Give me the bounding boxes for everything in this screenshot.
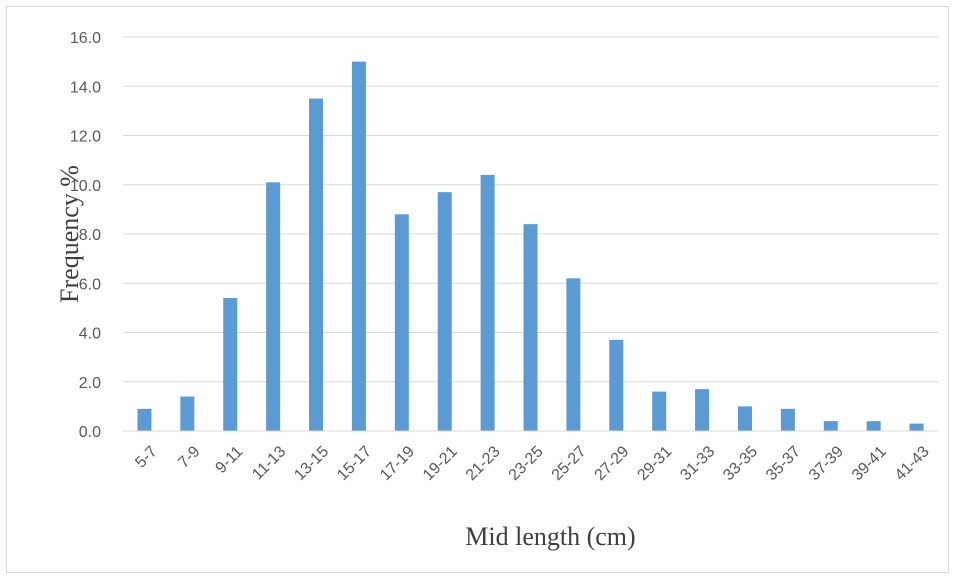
bar-21-23 [480,174,495,431]
x-tick-label: 23-25 [506,443,547,484]
x-tick-label: 37-39 [806,443,847,484]
x-tick-label: 7-9 [175,443,203,471]
bar-41-43 [909,423,924,431]
x-tick-label: 29-31 [634,443,675,484]
chart-frame [6,6,949,573]
x-tick-label: 9-11 [213,443,247,477]
y-tick-label: 6.0 [79,276,101,293]
x-axis-ticks: 5-7 7-9 9-11 11-13 13-15 15-17 17-19 19-21 21-23… [132,443,933,484]
gridlines [123,36,938,383]
bar-29-31 [652,391,667,431]
bar-37-39 [823,421,838,431]
bar-23-25 [523,224,538,431]
x-tick-label: 27-29 [592,443,633,484]
bar-5-7 [137,408,152,431]
bar-7-9 [180,396,195,431]
x-tick-label: 13-15 [291,443,332,484]
y-tick-label: 4.0 [79,326,101,343]
x-axis-title: Mid length (cm) [465,522,635,551]
bar-33-35 [737,406,752,431]
y-tick-label: 10.0 [70,178,101,195]
bar-27-29 [609,339,624,431]
x-tick-label: 35-37 [763,443,804,484]
bar-9-11 [223,298,238,431]
x-tick-label: 25-27 [549,443,590,484]
x-tick-label: 31-33 [677,443,718,484]
bar-15-17 [351,61,366,431]
y-tick-label: 0.0 [79,424,101,441]
bar-31-33 [695,389,710,431]
bar-11-13 [266,182,281,431]
x-tick-label: 11-13 [249,443,289,483]
x-tick-label: 33-35 [720,443,761,484]
y-tick-label: 14.0 [70,79,101,96]
x-tick-label: 19-21 [420,443,461,484]
y-tick-label: 16.0 [70,30,101,47]
y-tick-label: 2.0 [79,375,101,392]
bars [137,61,924,431]
bar-13-15 [309,98,324,431]
y-tick-label: 12.0 [70,129,101,146]
bar-35-37 [780,408,795,431]
y-axis-title: Frequency % [55,165,84,303]
bar-17-19 [394,214,409,431]
x-tick-label: 39-41 [849,443,890,484]
x-tick-label: 5-7 [132,443,160,471]
y-tick-label: 8.0 [79,227,101,244]
bar-25-27 [566,278,581,431]
x-tick-label: 41-43 [892,443,933,484]
bar-39-41 [866,421,881,431]
bar-19-21 [437,192,452,431]
x-tick-label: 17-19 [377,443,418,484]
y-axis-ticks: 0.0 2.0 4.0 6.0 8.0 10.0 12.0 14.0 16.0 [70,30,101,441]
x-tick-label: 21-23 [463,443,504,484]
x-tick-label: 15-17 [334,443,375,484]
